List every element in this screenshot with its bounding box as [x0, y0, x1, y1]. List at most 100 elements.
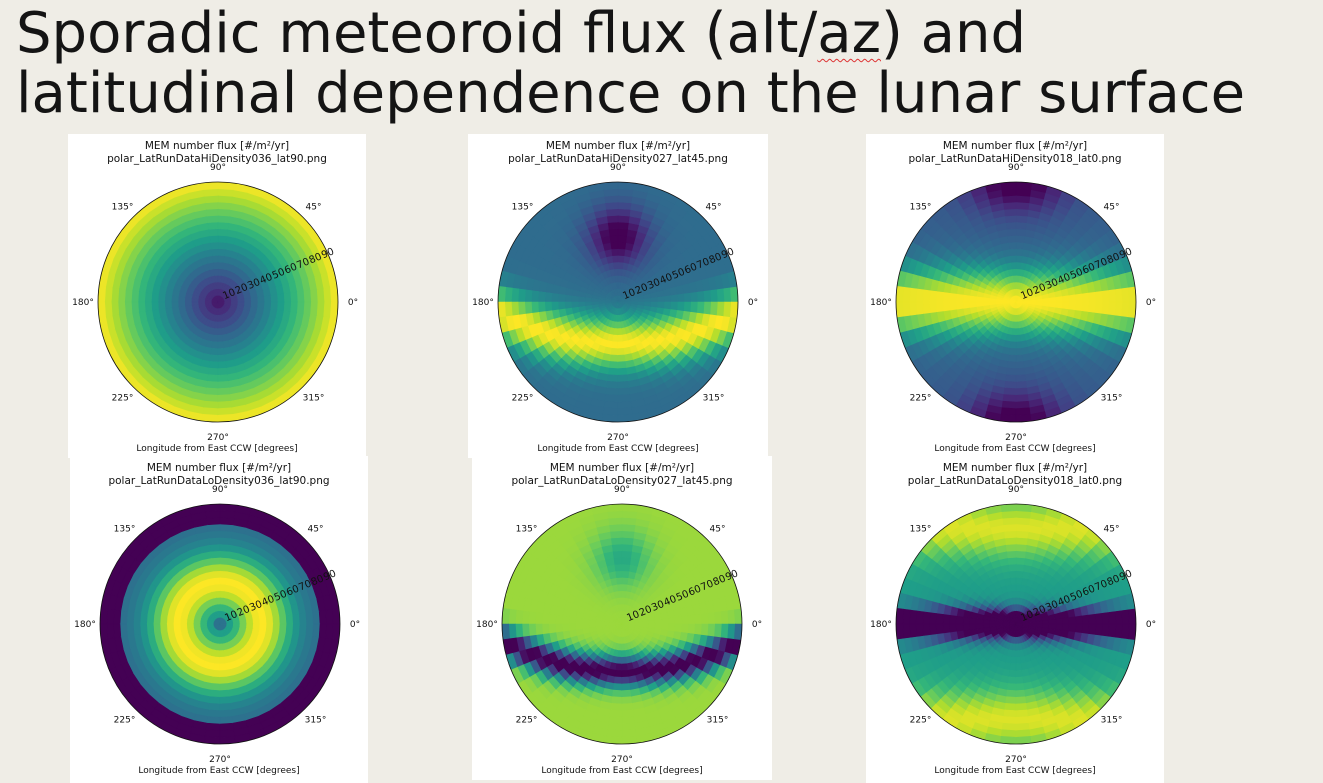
- heatmap-cell: [606, 209, 618, 216]
- heatmap-cell: [622, 531, 634, 538]
- heatmap-cell: [286, 624, 293, 634]
- heatmap-cell: [613, 335, 618, 342]
- heatmap-cell: [297, 302, 304, 313]
- heatmap-cell: [569, 617, 576, 624]
- heatmap-cell: [923, 302, 930, 314]
- plot-filename: polar_LatRunDataLoDensity027_lat45.png: [472, 475, 772, 487]
- heatmap-cell: [622, 690, 632, 697]
- polar-heatmap: 0°45°90°135°180°225°270°315°102030405060…: [68, 134, 366, 458]
- angle-tick-label: 0°: [350, 620, 360, 630]
- heatmap-cell: [711, 289, 718, 302]
- heatmap-cell: [622, 537, 633, 544]
- heatmap-cell: [608, 229, 618, 236]
- heatmap-cell: [1008, 355, 1016, 362]
- angle-tick-label: 225°: [512, 394, 534, 404]
- heatmap-cell: [943, 624, 950, 634]
- heatmap-cell: [1122, 287, 1130, 302]
- heatmap-cell: [916, 611, 923, 624]
- heatmap-cell: [209, 703, 220, 710]
- heatmap-cell: [205, 730, 220, 738]
- heatmap-cell: [622, 597, 625, 604]
- heatmap-cell: [1102, 612, 1109, 624]
- heatmap-cell: [606, 504, 622, 512]
- heatmap-cell: [205, 395, 218, 402]
- heatmap-cell: [1109, 611, 1116, 624]
- heatmap-cell: [618, 202, 631, 209]
- heatmap-cell: [903, 624, 911, 639]
- heatmap-cell: [1062, 302, 1069, 309]
- heatmap-cell: [240, 624, 247, 627]
- heatmap-cell: [100, 624, 108, 640]
- heatmap-cell: [1056, 302, 1063, 308]
- heatmap-cell: [291, 302, 298, 312]
- heatmap-cell: [1001, 511, 1016, 519]
- heatmap-cell: [909, 302, 917, 316]
- heatmap-cell: [311, 302, 318, 315]
- heatmap-cell: [160, 616, 167, 624]
- heatmap-cell: [691, 302, 698, 312]
- heatmap-cell: [1000, 182, 1016, 190]
- heatmap-cell: [622, 703, 633, 710]
- heatmap-cell: [98, 302, 106, 318]
- plot-title: MEM number flux [#/m²/yr]: [70, 462, 368, 474]
- heatmap-cell: [622, 564, 630, 571]
- heatmap-cell: [730, 286, 738, 302]
- heatmap-cell: [1016, 408, 1031, 416]
- polar-heatmap: 0°45°90°135°180°225°270°315°102030405060…: [472, 456, 772, 780]
- heatmap-cells: [98, 182, 338, 422]
- heatmap-cell: [728, 624, 736, 639]
- heatmap-cell: [622, 697, 632, 704]
- heatmap-cell: [538, 302, 545, 312]
- heatmap-cell: [313, 611, 320, 624]
- heatmap-cell: [618, 275, 621, 282]
- heatmap-cell: [204, 736, 220, 744]
- heatmap-cell: [675, 616, 682, 624]
- heatmap-cell: [220, 710, 232, 717]
- heatmap-cell: [1016, 182, 1032, 190]
- heatmap-cell: [1016, 348, 1023, 355]
- heatmap-cell: [522, 624, 529, 637]
- heatmap-cell: [111, 302, 119, 316]
- heatmap-cell: [697, 291, 704, 302]
- heatmap-cell: [204, 401, 218, 409]
- heatmap-cell: [180, 619, 187, 624]
- heatmap-cell: [618, 401, 632, 409]
- heatmap-cell: [207, 524, 220, 531]
- polar-heatmap: 0°45°90°135°180°225°270°315°102030405060…: [70, 456, 368, 783]
- heatmap-cell: [609, 717, 622, 724]
- polar-plot-panel: 0° 45° 90° 135° 180° 225° 270° 315° 10 20 30 40 50 60…: [866, 456, 1164, 783]
- heatmap-cell: [127, 612, 134, 624]
- heatmap-cell: [1095, 291, 1102, 302]
- heatmap-cell: [1004, 388, 1016, 395]
- heatmap-cell: [542, 624, 549, 634]
- plot-filename: polar_LatRunDataHiDensity027_lat45.png: [468, 153, 768, 165]
- heatmap-cell: [622, 504, 638, 512]
- heatmap-cell: [648, 624, 655, 628]
- heatmap-cell: [204, 504, 220, 512]
- heatmap-cell: [976, 297, 983, 302]
- heatmap-cell: [244, 302, 251, 306]
- heatmap-cell: [1006, 222, 1016, 229]
- heatmap-cell: [618, 262, 623, 269]
- heatmap-cell: [1016, 235, 1025, 242]
- heatmap-cell: [604, 195, 618, 203]
- heatmap-cell: [210, 355, 218, 362]
- polar-plot-panel: 0° 45° 90° 135° 180° 225° 270° 315° 10 20 30 40 50 60…: [468, 134, 768, 458]
- heatmap-cell: [326, 609, 334, 624]
- heatmap-cell: [963, 295, 970, 302]
- heatmap-cell: [688, 624, 695, 634]
- heatmap-cells: [100, 504, 340, 744]
- heatmap-cell: [619, 644, 622, 651]
- heatmap-cell: [618, 395, 631, 402]
- heatmap-cell: [558, 294, 565, 302]
- heatmap-cell: [622, 551, 632, 558]
- heatmap-cell: [1016, 551, 1026, 558]
- heatmap-cell: [1000, 414, 1016, 422]
- heatmap-cell: [511, 302, 519, 316]
- heatmap-cell: [220, 564, 228, 571]
- heatmap-cell: [218, 255, 224, 262]
- heatmap-cell: [220, 517, 234, 525]
- heatmap-cell: [511, 288, 519, 302]
- heatmap-cell: [218, 182, 234, 190]
- heatmap-cell: [1115, 302, 1123, 316]
